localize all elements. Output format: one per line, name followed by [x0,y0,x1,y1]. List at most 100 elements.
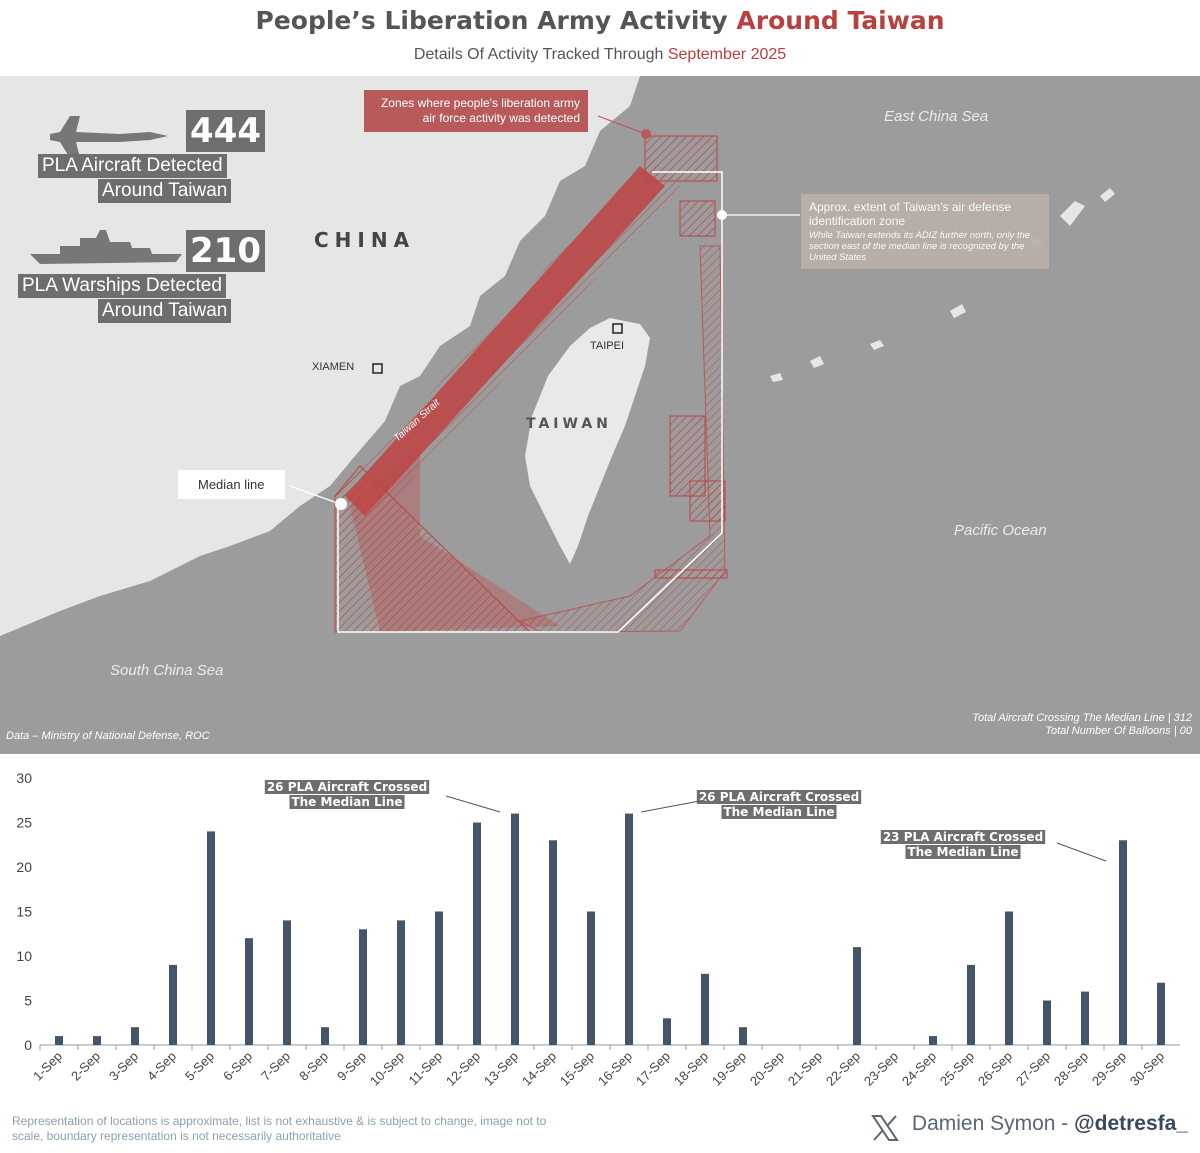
annotation-line1: 26 PLA Aircraft Crossed [267,780,427,794]
annotation-background [905,845,1021,859]
y-tick-label: 20 [16,859,32,875]
china-landmass [0,76,640,636]
bar [473,822,481,1045]
x-logo-icon [871,1115,899,1141]
annotation-line2: The Median Line [723,805,834,819]
x-tick-label: 1-Sep [30,1049,65,1084]
aircraft-count: 444 [186,110,265,152]
x-tick-label: 20-Sep [747,1049,787,1089]
warship-count: 210 [186,230,265,272]
callout-activity-zones: Zones where people's liberation army air… [364,90,588,132]
x-tick-label: 10-Sep [367,1049,407,1089]
annotation-background [289,795,405,809]
annotation-background [880,830,1046,844]
annotation-line1: 26 PLA Aircraft Crossed [699,790,859,804]
bar [169,964,177,1045]
bar [207,831,215,1045]
y-tick-label: 0 [24,1037,32,1053]
annotation-line2: The Median Line [291,795,402,809]
data-source: Data – Ministry of National Defense, ROC [6,730,210,742]
annotation-leader-line [1056,842,1107,862]
label-pacific-ocean: Pacific Ocean [954,522,1047,539]
y-tick-label: 10 [16,948,32,964]
x-tick-label: 7-Sep [258,1049,293,1084]
label-south-china-sea: South China Sea [110,662,224,679]
bar [929,1036,937,1045]
page-title: People’s Liberation Army Activity Around… [255,6,945,35]
y-tick-label: 15 [16,904,32,920]
author-credit: Damien Symon - @detresfa_ [911,1112,1188,1135]
bar [549,840,557,1045]
y-tick-label: 5 [24,993,32,1009]
x-tick-label: 15-Sep [557,1049,597,1089]
annotation-line2: The Median Line [907,845,1018,859]
x-tick-label: 17-Sep [633,1049,673,1089]
aircraft-label-line2: Around Taiwan [98,179,232,203]
y-tick-label: 30 [16,770,32,786]
x-tick-label: 2-Sep [68,1049,103,1084]
x-tick-label: 13-Sep [481,1049,521,1089]
bar [55,1036,63,1045]
bar [435,911,443,1045]
x-tick-label: 28-Sep [1051,1049,1091,1089]
map-panel: 444 PLA Aircraft Detected Around Taiwan … [0,76,1200,754]
x-tick-label: 24-Sep [899,1049,939,1089]
x-tick-label: 12-Sep [443,1049,483,1089]
bar [701,973,709,1045]
x-tick-label: 25-Sep [937,1049,977,1089]
bar [587,911,595,1045]
total-balloons: Total Number Of Balloons | 00 [1045,725,1192,737]
x-tick-label: 11-Sep [406,1049,446,1089]
x-tick-label: 8-Sep [296,1049,331,1084]
warship-icon [30,230,182,264]
label-east-china-sea: East China Sea [884,108,989,125]
bar [853,947,861,1045]
bar [397,920,405,1045]
x-tick-label: 6-Sep [220,1049,255,1084]
x-tick-label: 23-Sep [861,1049,901,1089]
warship-label-line2: Around Taiwan [98,299,232,323]
ryukyu-islands [770,188,1115,382]
x-tick-label: 19-Sep [709,1049,749,1089]
adiz-note: While Taiwan extends its ADIZ further no… [809,230,1031,263]
adiz-boundary [337,171,723,633]
annotation-background [264,780,430,794]
x-tick-label: 16-Sep [595,1049,635,1089]
taipei-marker [612,323,623,334]
annotation-line1: 23 PLA Aircraft Crossed [883,830,1043,844]
bar [511,813,519,1045]
taiwan-landmass [525,318,650,564]
xiamen-marker [372,363,383,374]
x-tick-label: 29-Sep [1089,1049,1129,1089]
bar [663,1018,671,1045]
annotation-leader-line [445,795,501,813]
bar [1157,982,1165,1045]
label-china: CHINA [314,228,416,252]
bar [131,1027,139,1045]
x-tick-label: 3-Sep [106,1049,141,1084]
bar [1119,840,1127,1045]
label-xiamen: XIAMEN [312,361,355,373]
bar [93,1036,101,1045]
bar [967,964,975,1045]
x-tick-label: 26-Sep [975,1049,1015,1089]
y-tick-label: 25 [16,815,32,831]
bar [245,938,253,1045]
bar [321,1027,329,1045]
map-totals: Total Aircraft Crossing The Median Line … [972,712,1192,738]
annotation-leader-line [640,799,706,813]
bar [283,920,291,1045]
aircraft-label-line1: PLA Aircraft Detected [38,154,227,178]
footer-disclaimer: Representation of locations is approxima… [12,1114,547,1143]
x-tick-label: 27-Sep [1013,1049,1053,1089]
total-median-crossings: Total Aircraft Crossing The Median Line … [972,712,1192,724]
bar [739,1027,747,1045]
x-tick-label: 5-Sep [182,1049,217,1084]
annotation-background [721,805,837,819]
x-tick-label: 18-Sep [671,1049,711,1089]
map-graphic [0,76,1115,636]
bar [1081,991,1089,1045]
bar [1043,1000,1051,1045]
page-subtitle: Details Of Activity Tracked Through Sept… [413,46,787,63]
x-tick-label: 4-Sep [144,1049,179,1084]
